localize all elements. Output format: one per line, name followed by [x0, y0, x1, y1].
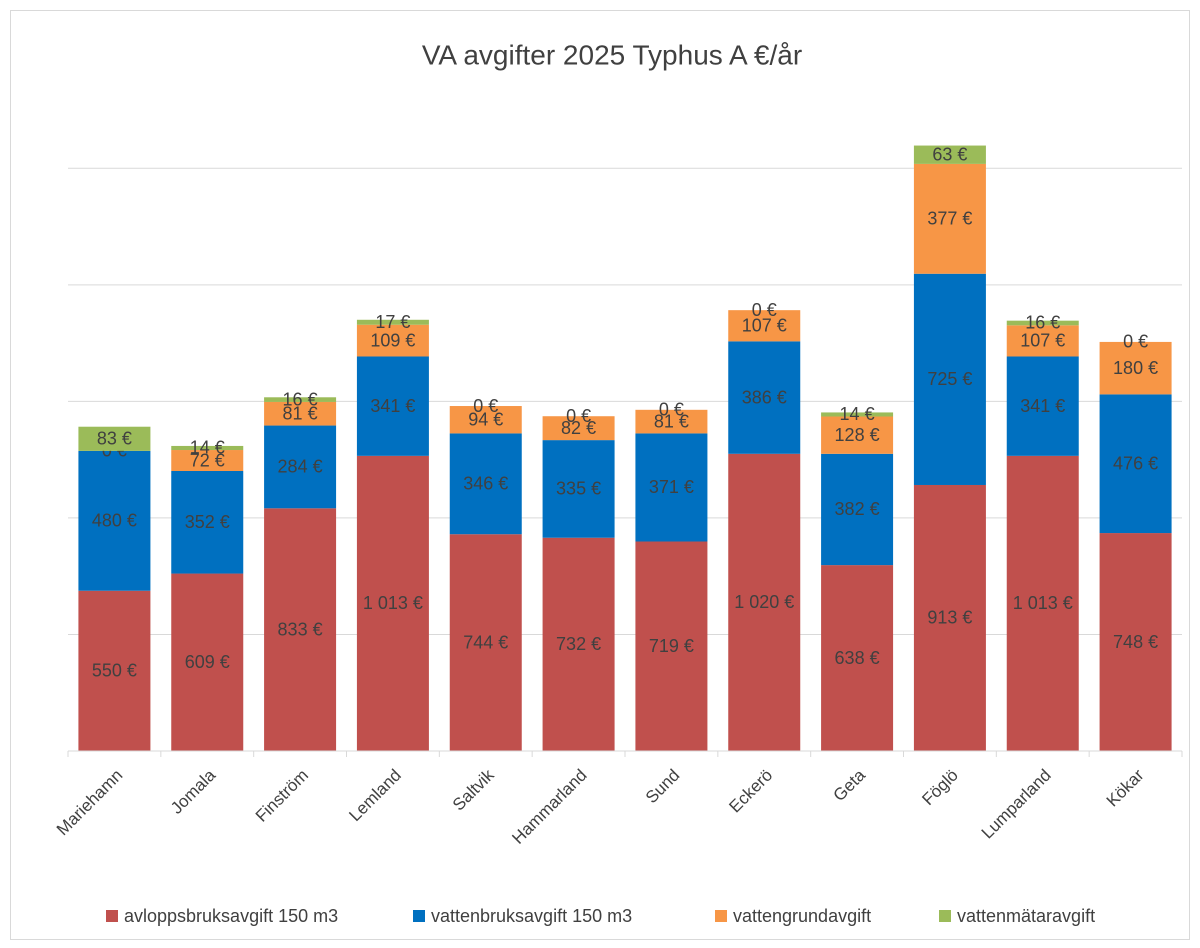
data-label: 480 €	[92, 511, 137, 531]
legend-swatch	[939, 910, 951, 922]
bar-segment	[264, 425, 337, 509]
data-label: 638 €	[835, 648, 880, 668]
data-label: 748 €	[1113, 632, 1158, 652]
bar-segment	[821, 565, 894, 751]
data-label: 0 €	[566, 406, 591, 426]
data-label: 913 €	[927, 608, 972, 628]
bar-segment	[449, 534, 522, 751]
data-label: 341 €	[370, 396, 415, 416]
data-label: 382 €	[835, 499, 880, 519]
data-label: 0 €	[659, 400, 684, 420]
bar-segment	[1099, 341, 1172, 395]
bar-segment	[449, 433, 522, 535]
data-label: 371 €	[649, 477, 694, 497]
bar-segment	[635, 433, 708, 542]
data-label: 81 €	[283, 403, 318, 423]
bar-segment	[1006, 325, 1079, 357]
data-label: 550 €	[92, 661, 137, 681]
bar-segment	[171, 573, 244, 751]
data-label: 377 €	[927, 209, 972, 229]
data-label: 82 €	[561, 418, 596, 438]
data-label: 63 €	[932, 144, 967, 164]
bar-segment	[171, 470, 244, 574]
data-label: 732 €	[556, 634, 601, 654]
data-label: 14 €	[190, 438, 225, 458]
bar-segment	[264, 397, 337, 402]
data-label: 609 €	[185, 652, 230, 672]
bar-segment	[356, 319, 429, 325]
data-label: 0 €	[1123, 332, 1148, 352]
bar-segment	[913, 273, 986, 485]
bar-segment	[635, 541, 708, 751]
bar-segment	[913, 163, 986, 274]
data-label: 1 013 €	[363, 593, 423, 613]
chart-title: VA avgifter 2025 Typhus A €/år	[422, 39, 802, 70]
bar-segment	[171, 445, 244, 451]
bar-segment	[542, 440, 615, 538]
data-label: 107 €	[742, 316, 787, 336]
data-label: 94 €	[468, 409, 503, 429]
bar-segment	[78, 450, 151, 591]
bar-segment	[1099, 533, 1172, 751]
bar-segment	[1099, 394, 1172, 534]
data-label: 1 013 €	[1013, 593, 1073, 613]
data-label: 476 €	[1113, 453, 1158, 473]
bar-segment	[78, 590, 151, 751]
bar-segment	[1006, 356, 1079, 456]
bar-segment	[356, 356, 429, 456]
bar-segment	[728, 310, 801, 342]
bar-segment	[264, 401, 337, 426]
bar-segment	[78, 426, 151, 451]
data-label: 180 €	[1113, 358, 1158, 378]
bar-segment	[356, 455, 429, 751]
legend-swatch	[106, 910, 118, 922]
data-label: 341 €	[1020, 396, 1065, 416]
bar-segment	[913, 145, 986, 164]
bar-segment	[728, 341, 801, 454]
bar-segment	[264, 508, 337, 751]
data-label: 16 €	[283, 389, 318, 409]
data-label: 386 €	[742, 387, 787, 407]
legend-swatch	[715, 910, 727, 922]
data-label: 1 020 €	[734, 592, 794, 612]
bar-segment	[542, 416, 615, 441]
legend-label: vattenbruksavgift 150 m3	[431, 906, 632, 926]
data-label: 17 €	[375, 312, 410, 332]
data-label: 107 €	[1020, 331, 1065, 351]
legend-label: vattenmätaravgift	[957, 906, 1095, 926]
data-label: 81 €	[654, 411, 689, 431]
data-label: 744 €	[463, 632, 508, 652]
data-label: 335 €	[556, 479, 601, 499]
data-label: 16 €	[1025, 313, 1060, 333]
bar-segment	[542, 537, 615, 751]
bar-segment	[635, 409, 708, 434]
bar-segment	[821, 412, 894, 417]
data-label: 719 €	[649, 636, 694, 656]
data-label: 352 €	[185, 512, 230, 532]
bar-segment	[728, 453, 801, 751]
data-label: 83 €	[97, 429, 132, 449]
legend-label: avloppsbruksavgift 150 m3	[124, 906, 338, 926]
data-label: 72 €	[190, 450, 225, 470]
data-label: 0 €	[752, 300, 777, 320]
data-label: 0 €	[473, 396, 498, 416]
data-label: 833 €	[278, 619, 323, 639]
data-label: 725 €	[927, 369, 972, 389]
bar-segment	[356, 324, 429, 357]
data-label: 14 €	[840, 404, 875, 424]
bar-segment	[913, 484, 986, 751]
bar-segment	[821, 416, 894, 454]
data-label: 128 €	[835, 425, 880, 445]
bar-segment	[1006, 320, 1079, 326]
legend-swatch	[413, 910, 425, 922]
bar-segment	[449, 406, 522, 434]
data-label: 346 €	[463, 474, 508, 494]
legend-label: vattengrundavgift	[733, 906, 871, 926]
data-label: 109 €	[370, 330, 415, 350]
bar-segment	[171, 450, 244, 471]
bar-segment	[1006, 455, 1079, 751]
bar-segment	[821, 453, 894, 566]
data-label: 284 €	[278, 457, 323, 477]
